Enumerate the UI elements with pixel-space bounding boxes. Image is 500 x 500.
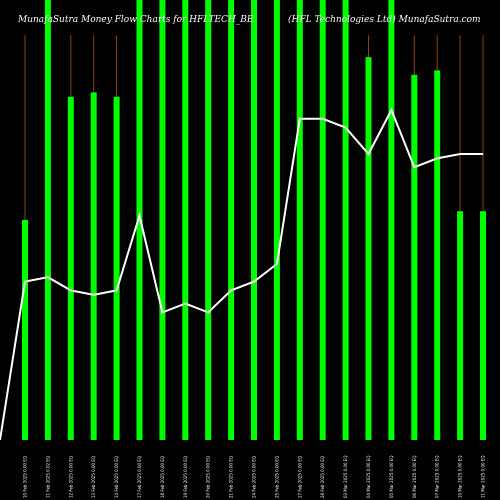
x-tick-label-1: 10 Feb 2025 0.00 EQ [23, 456, 28, 498]
bar-17 [388, 0, 395, 440]
bar-11 [251, 0, 257, 440]
x-tick-label-9: 20 Feb 2025 0.00 EQ [206, 456, 211, 498]
x-tick-label-14: 28 Feb 2025 0.00 EQ [320, 456, 325, 498]
x-tick-label-16: 04 Mar 2025 0.00 EQ [366, 456, 371, 498]
x-tick-label-21: 11 Mar 2025 0.00 EQ [481, 456, 486, 498]
x-tick-label-8: 19 Feb 2025 0.00 EQ [183, 456, 188, 498]
x-tick-label-7: 18 Feb 2025 0.00 EQ [160, 456, 165, 498]
bar-7 [159, 0, 166, 440]
bar-10 [228, 0, 235, 440]
bar-9 [205, 0, 212, 440]
x-tick-label-10: 21 Feb 2025 0.00 EQ [229, 456, 234, 498]
x-tick-label-11: 24 Feb 2025 0.00 EQ [252, 456, 257, 498]
bar-20 [457, 211, 464, 440]
chart-title-right: (HFL Technologies Ltd) MunafaSutra.com [288, 14, 481, 25]
x-tick-label-17: 05 Mar 2025 0.00 EQ [389, 456, 394, 498]
bar-1 [22, 220, 28, 440]
bar-5 [113, 96, 120, 441]
bar-4 [90, 92, 97, 441]
bar-8 [182, 0, 189, 440]
x-tick-label-19: 07 Mar 2025 0.00 EQ [435, 456, 440, 498]
bar-19 [434, 70, 441, 441]
x-tick-label-6: 17 Feb 2025 0.00 EQ [137, 456, 142, 498]
bar-21 [480, 211, 486, 440]
bar-13 [296, 0, 303, 440]
bar-14 [319, 0, 326, 440]
bar-12 [273, 0, 280, 440]
bar-6 [136, 0, 143, 440]
x-tick-label-3: 12 Feb 2025 0.00 EQ [68, 456, 73, 498]
bar-16 [365, 57, 372, 440]
chart-title-left: MunafaSutra Money Flow Charts for HFLTEC… [17, 15, 254, 25]
x-tick-label-5: 14 Feb 2025 0.00 EQ [114, 456, 119, 498]
x-axis-tick-labels: 10 Feb 2025 0.00 EQ 11 Feb 2025 0.02 EQ 12… [23, 456, 486, 498]
x-tick-label-2: 11 Feb 2025 0.02 EQ [45, 456, 50, 498]
bar-15 [342, 0, 349, 440]
x-tick-label-13: 27 Feb 2025 0.00 EQ [297, 456, 302, 498]
x-tick-label-18: 06 Mar 2025 0.00 EQ [412, 456, 417, 498]
x-tick-label-15: 03 Mar 2025 0.00 EQ [343, 456, 348, 498]
x-tick-label-4: 13 Feb 2025 0.00 EQ [91, 456, 96, 498]
money-flow-line [0, 107, 483, 441]
bar-2 [44, 0, 51, 440]
bar-18 [411, 74, 418, 441]
bar-3 [67, 96, 74, 441]
x-tick-label-20: 10 Mar 2025 0.00 EQ [458, 456, 463, 498]
x-tick-label-12: 25 Feb 2025 0.00 EQ [274, 456, 279, 498]
bar-layer [22, 0, 486, 441]
